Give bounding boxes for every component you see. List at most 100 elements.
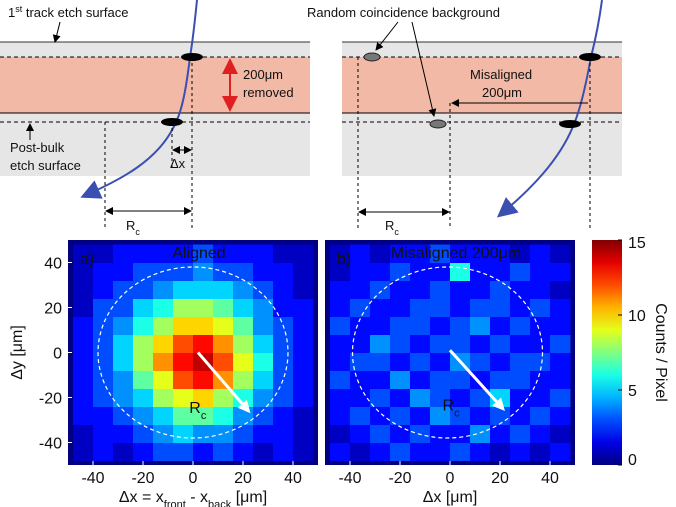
heat-cell bbox=[470, 406, 491, 425]
heat-cell bbox=[450, 316, 471, 335]
heat-cell bbox=[330, 352, 351, 371]
heat-cell bbox=[253, 424, 274, 443]
heat-cell bbox=[113, 244, 134, 263]
heat-cell bbox=[370, 370, 391, 389]
heat-cell bbox=[193, 262, 214, 281]
heat-cell bbox=[450, 262, 471, 281]
heat-cell bbox=[530, 334, 551, 353]
heat-cell bbox=[530, 262, 551, 281]
bulk-label: Post-bulk bbox=[10, 140, 65, 155]
heat-cell bbox=[233, 244, 254, 263]
heat-cell bbox=[490, 280, 511, 299]
heat-cell bbox=[173, 424, 194, 443]
heat-cell bbox=[490, 442, 511, 461]
heat-cell bbox=[490, 370, 511, 389]
heat-cell bbox=[153, 442, 174, 461]
heat-cell bbox=[390, 262, 411, 281]
heat-cell bbox=[293, 388, 314, 407]
heat-cell bbox=[330, 280, 351, 299]
heat-cell bbox=[193, 244, 214, 263]
heat-cell bbox=[253, 442, 274, 461]
heat-cell bbox=[470, 316, 491, 335]
bulk-label: etch surface bbox=[10, 158, 81, 173]
text-part: R bbox=[189, 400, 201, 417]
heat-cell bbox=[490, 334, 511, 353]
heat-cell bbox=[350, 352, 371, 371]
heat-cell bbox=[510, 370, 531, 389]
left-schematic: 1st track etch surface 200μm removed Pos… bbox=[0, 0, 310, 237]
heat-cell bbox=[133, 370, 154, 389]
heat-cell bbox=[273, 406, 294, 425]
text-part: c bbox=[394, 227, 399, 237]
heat-cell bbox=[113, 406, 134, 425]
heat-cell bbox=[173, 298, 194, 317]
heat-cell bbox=[73, 280, 94, 299]
text-part: c bbox=[201, 410, 207, 422]
heat-cell bbox=[233, 334, 254, 353]
heat-cell bbox=[233, 424, 254, 443]
heat-cell bbox=[153, 316, 174, 335]
heat-cell bbox=[490, 424, 511, 443]
heat-cell bbox=[490, 388, 511, 407]
heat-cell bbox=[350, 406, 371, 425]
heat-cell bbox=[550, 316, 571, 335]
heat-cell bbox=[73, 388, 94, 407]
heat-cell bbox=[193, 280, 214, 299]
radius-label: Rc bbox=[189, 400, 207, 422]
heat-cell bbox=[410, 262, 431, 281]
heat-cell bbox=[253, 406, 274, 425]
heat-cell bbox=[193, 334, 214, 353]
heat-cell bbox=[113, 334, 134, 353]
heat-cell bbox=[293, 316, 314, 335]
heat-cell bbox=[133, 406, 154, 425]
heat-cell bbox=[233, 442, 254, 461]
heat-cell bbox=[430, 388, 451, 407]
heat-cell bbox=[530, 316, 551, 335]
heat-cell bbox=[173, 280, 194, 299]
heat-cell bbox=[73, 262, 94, 281]
heat-cell bbox=[530, 298, 551, 317]
heat-cell bbox=[253, 298, 274, 317]
heat-cell bbox=[113, 370, 134, 389]
heat-cell bbox=[550, 370, 571, 389]
text-part: R bbox=[385, 218, 394, 233]
plots: Rc a) Aligned -40 -20 0 20 40 -40 -20 0 20 40 Δx = xf… bbox=[9, 235, 669, 507]
panel-annotation: Aligned bbox=[172, 245, 225, 262]
heat-cell bbox=[233, 280, 254, 299]
heat-cell bbox=[350, 244, 371, 263]
heat-cell bbox=[173, 370, 194, 389]
x-tick-label: 20 bbox=[491, 470, 509, 487]
heat-cell bbox=[93, 406, 114, 425]
heat-cell bbox=[510, 406, 531, 425]
heat-cell bbox=[193, 424, 214, 443]
heat-cell bbox=[213, 388, 234, 407]
heat-cell bbox=[273, 280, 294, 299]
heat-cell bbox=[450, 424, 471, 443]
heat-cell bbox=[193, 406, 214, 425]
heat-cell bbox=[550, 388, 571, 407]
heat-cell bbox=[193, 442, 214, 461]
heat-cell bbox=[273, 334, 294, 353]
heat-cell bbox=[370, 262, 391, 281]
heat-cell bbox=[293, 406, 314, 425]
heat-cell bbox=[293, 262, 314, 281]
heat-cell bbox=[350, 442, 371, 461]
heat-cell bbox=[133, 316, 154, 335]
heat-cell bbox=[133, 262, 154, 281]
heat-cell bbox=[350, 388, 371, 407]
heat-cell bbox=[550, 424, 571, 443]
heat-cell bbox=[550, 280, 571, 299]
heat-cell bbox=[510, 316, 531, 335]
x-tick-label: 20 bbox=[234, 470, 252, 487]
radius-circle bbox=[97, 266, 289, 439]
x-axis-label: Δx [μm] bbox=[423, 489, 478, 506]
heat-cell bbox=[550, 406, 571, 425]
heat-cell bbox=[173, 316, 194, 335]
heat-cell bbox=[93, 334, 114, 353]
heat-cell bbox=[193, 370, 214, 389]
heat-cell bbox=[550, 244, 571, 263]
heat-cell bbox=[330, 370, 351, 389]
radius-label: Rc bbox=[443, 398, 461, 420]
heat-cell bbox=[153, 334, 174, 353]
x-tick-label: -20 bbox=[131, 470, 154, 487]
